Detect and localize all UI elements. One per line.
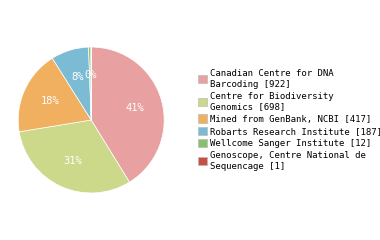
Wedge shape <box>91 47 164 182</box>
Wedge shape <box>18 58 91 132</box>
Text: 8%: 8% <box>71 72 84 82</box>
Wedge shape <box>52 47 91 120</box>
Text: 18%: 18% <box>41 96 59 106</box>
Text: 31%: 31% <box>63 156 82 166</box>
Wedge shape <box>19 120 130 193</box>
Legend: Canadian Centre for DNA
Barcoding [922], Centre for Biodiversity
Genomics [698],: Canadian Centre for DNA Barcoding [922],… <box>196 67 380 173</box>
Text: 41%: 41% <box>125 103 144 113</box>
Wedge shape <box>89 47 91 120</box>
Text: 0%: 0% <box>84 70 97 80</box>
